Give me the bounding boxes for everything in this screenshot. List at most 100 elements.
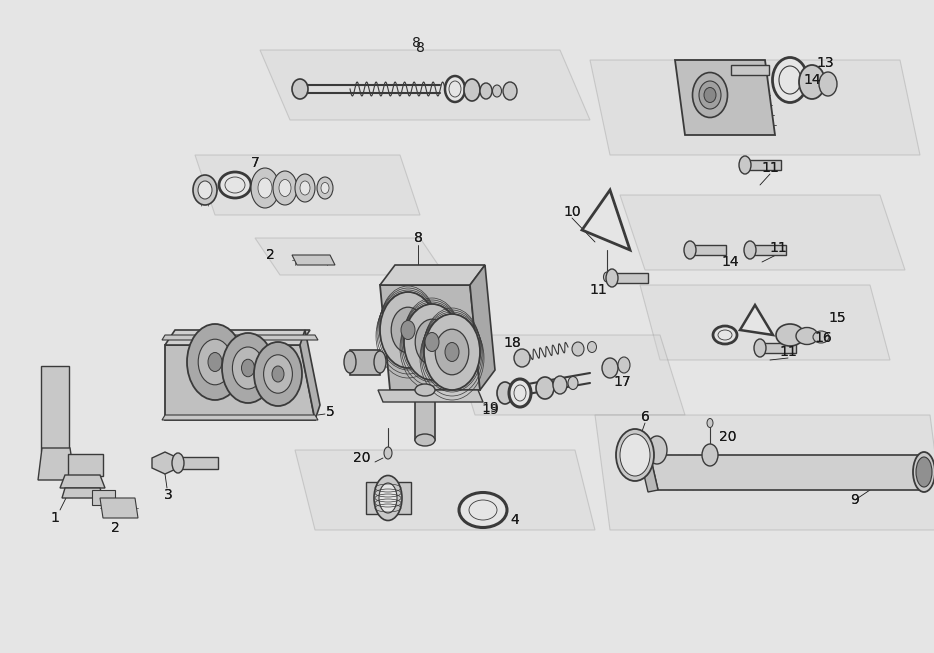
Ellipse shape	[772, 57, 808, 103]
Ellipse shape	[374, 351, 386, 373]
Ellipse shape	[344, 351, 356, 373]
Text: 20: 20	[719, 430, 737, 444]
Text: 20: 20	[353, 451, 371, 465]
Polygon shape	[612, 273, 648, 283]
Text: 13: 13	[816, 56, 834, 70]
Polygon shape	[731, 65, 769, 75]
Ellipse shape	[480, 83, 492, 99]
Text: 19: 19	[481, 403, 499, 417]
Text: 11: 11	[761, 161, 779, 175]
Ellipse shape	[379, 483, 397, 513]
Ellipse shape	[219, 172, 251, 198]
Polygon shape	[760, 343, 796, 353]
Text: 15: 15	[828, 311, 846, 325]
Ellipse shape	[425, 332, 439, 351]
Ellipse shape	[603, 272, 611, 282]
Ellipse shape	[414, 267, 422, 277]
Ellipse shape	[401, 321, 415, 340]
Ellipse shape	[514, 385, 526, 401]
Ellipse shape	[435, 329, 469, 375]
Ellipse shape	[459, 492, 507, 528]
Text: 10: 10	[563, 205, 581, 219]
Polygon shape	[295, 450, 595, 530]
Ellipse shape	[391, 307, 425, 353]
Text: 17: 17	[614, 375, 630, 389]
Text: 11: 11	[779, 345, 797, 359]
Ellipse shape	[699, 81, 721, 109]
Ellipse shape	[225, 177, 245, 193]
Ellipse shape	[254, 342, 302, 406]
Text: 14: 14	[721, 255, 739, 269]
Ellipse shape	[514, 349, 530, 367]
Polygon shape	[450, 335, 685, 415]
Ellipse shape	[321, 182, 329, 193]
Text: 3: 3	[163, 488, 173, 502]
Text: 6: 6	[641, 410, 649, 424]
Text: 11: 11	[589, 283, 607, 297]
Ellipse shape	[602, 358, 618, 378]
Text: 2: 2	[265, 248, 275, 262]
Polygon shape	[162, 415, 318, 420]
Ellipse shape	[279, 180, 291, 197]
Ellipse shape	[292, 79, 308, 99]
Text: 5: 5	[326, 405, 334, 419]
Ellipse shape	[913, 452, 934, 492]
Polygon shape	[162, 335, 318, 340]
Ellipse shape	[233, 347, 263, 389]
Text: 11: 11	[589, 283, 607, 297]
Text: 19: 19	[481, 401, 499, 415]
Polygon shape	[255, 238, 445, 275]
Ellipse shape	[416, 319, 449, 365]
Ellipse shape	[198, 181, 212, 199]
Text: 11: 11	[779, 345, 797, 359]
Polygon shape	[650, 455, 928, 490]
Polygon shape	[350, 350, 380, 375]
Polygon shape	[195, 155, 420, 215]
Ellipse shape	[251, 168, 279, 208]
Ellipse shape	[572, 342, 584, 356]
Polygon shape	[178, 457, 218, 469]
Ellipse shape	[208, 353, 222, 372]
Ellipse shape	[295, 174, 315, 202]
Text: 4: 4	[511, 513, 519, 527]
Text: 2: 2	[265, 248, 275, 262]
Ellipse shape	[704, 88, 716, 103]
Polygon shape	[595, 415, 934, 530]
Ellipse shape	[380, 292, 436, 368]
Text: 11: 11	[769, 241, 786, 255]
Ellipse shape	[263, 355, 292, 393]
Ellipse shape	[813, 331, 829, 343]
Text: 8: 8	[414, 231, 422, 245]
Text: 8: 8	[416, 41, 424, 55]
Polygon shape	[640, 455, 658, 492]
Ellipse shape	[536, 377, 554, 399]
Ellipse shape	[449, 81, 461, 97]
Polygon shape	[92, 490, 115, 505]
Ellipse shape	[647, 436, 667, 464]
Text: 11: 11	[761, 161, 779, 175]
Text: 20: 20	[719, 430, 737, 444]
Polygon shape	[300, 330, 320, 420]
Polygon shape	[415, 390, 435, 440]
Ellipse shape	[707, 419, 713, 428]
Ellipse shape	[464, 79, 480, 101]
Text: 10: 10	[563, 205, 581, 219]
Text: 2: 2	[110, 521, 120, 535]
Ellipse shape	[796, 328, 818, 345]
Polygon shape	[67, 454, 103, 476]
Polygon shape	[152, 452, 178, 474]
Text: 4: 4	[511, 513, 519, 527]
Polygon shape	[640, 285, 890, 360]
Ellipse shape	[242, 359, 254, 377]
Ellipse shape	[776, 324, 804, 346]
Polygon shape	[292, 255, 335, 265]
Polygon shape	[745, 160, 781, 170]
Text: 8: 8	[414, 231, 422, 245]
Ellipse shape	[258, 178, 272, 198]
Ellipse shape	[692, 72, 728, 118]
Text: 2: 2	[110, 521, 120, 535]
Text: 15: 15	[828, 311, 846, 325]
Ellipse shape	[415, 434, 435, 446]
Text: 7: 7	[250, 156, 260, 170]
Ellipse shape	[620, 434, 650, 476]
